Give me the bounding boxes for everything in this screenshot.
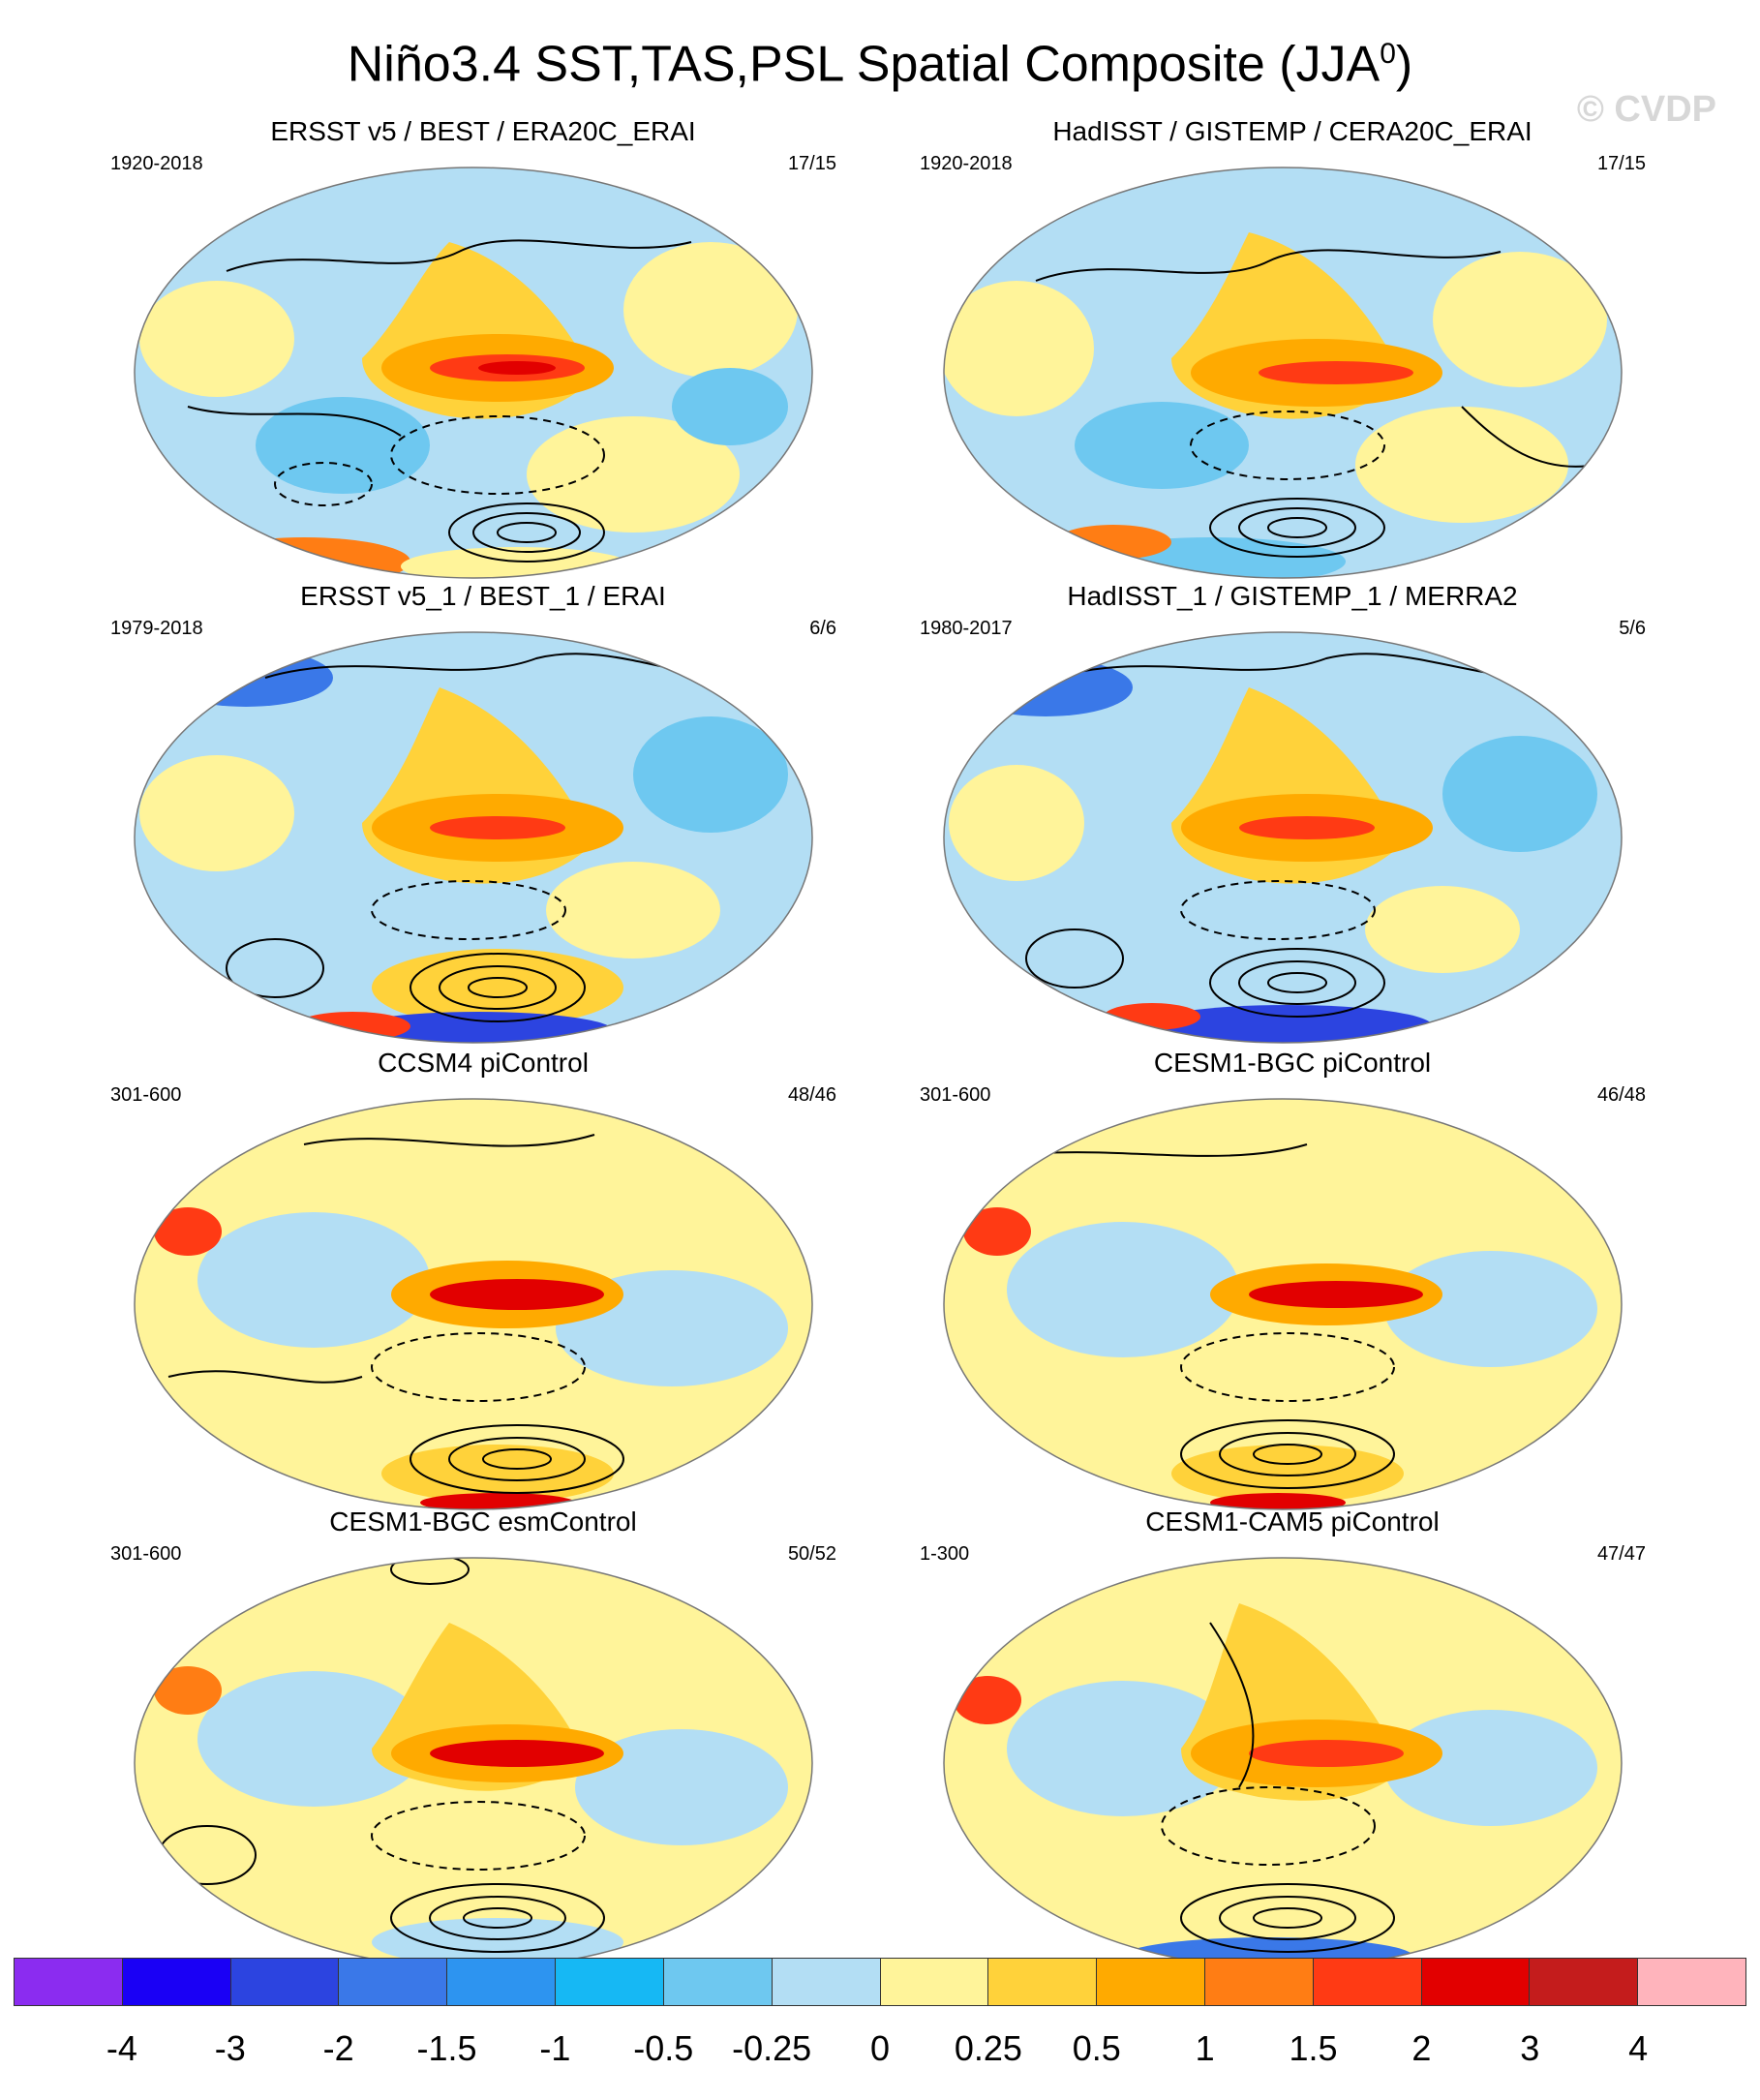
colorbar-tick-label: 0 xyxy=(869,2028,891,2068)
colorbar-swatch xyxy=(1313,1959,1422,2005)
colorbar xyxy=(14,1958,1746,2006)
globe-map xyxy=(134,167,813,579)
colorbar-tick-label: -0.25 xyxy=(732,2028,812,2068)
panel-count: 5/6 xyxy=(1619,618,1646,639)
colorbar-swatch xyxy=(1638,1959,1745,2005)
map-panel: CCSM4 piControl 301-600 48/46 xyxy=(110,1048,856,1512)
colorbar-swatch xyxy=(122,1959,231,2005)
colorbar-swatch xyxy=(556,1959,664,2005)
colorbar-swatch xyxy=(339,1959,448,2005)
temperature-anomaly-field xyxy=(154,1623,788,1966)
colorbar-swatch xyxy=(663,1959,773,2005)
pressure-contours xyxy=(187,239,692,563)
colorbar-tick-label: -4 xyxy=(106,2028,137,2068)
title-superscript: 0 xyxy=(1380,38,1396,70)
globe-map xyxy=(134,631,813,1044)
panel-title: CESM1-BGC esmControl xyxy=(329,1507,637,1537)
map-panel: ERSST v5 / BEST / ERA20C_ERAI 1920-2018 … xyxy=(110,116,856,581)
map-panel: HadISST / GISTEMP / CERA20C_ERAI 1920-20… xyxy=(920,116,1665,581)
panel-period: 1920-2018 xyxy=(920,153,1013,174)
panel-title: CESM1-BGC piControl xyxy=(1153,1048,1432,1078)
panel-title: HadISST / GISTEMP / CERA20C_ERAI xyxy=(1052,116,1532,146)
panel-count: 6/6 xyxy=(809,618,836,639)
panel-period: 301-600 xyxy=(920,1084,991,1106)
colorbar-swatch xyxy=(1530,1959,1639,2005)
panel-period: 301-600 xyxy=(110,1084,182,1106)
panel-period: 1920-2018 xyxy=(110,153,203,174)
colorbar-tick-label: 4 xyxy=(1628,2028,1649,2068)
colorbar-swatch xyxy=(15,1959,123,2005)
panel-title: HadISST_1 / GISTEMP_1 / MERRA2 xyxy=(1067,581,1518,611)
map-panel: HadISST_1 / GISTEMP_1 / MERRA2 1980-2017… xyxy=(920,581,1665,1046)
panel-period: 1-300 xyxy=(920,1543,970,1565)
colorbar-tick-label: 0.5 xyxy=(1072,2028,1121,2068)
globe-map xyxy=(134,1098,813,1510)
panel-count: 50/52 xyxy=(787,1543,836,1565)
panel-title: CESM1-CAM5 piControl xyxy=(1145,1507,1440,1537)
colorbar-swatch xyxy=(880,1959,989,2005)
colorbar-tick-label: -1.5 xyxy=(416,2028,477,2068)
map-panel: CESM1-CAM5 piControl 1-300 47/47 xyxy=(920,1507,1665,1971)
panel-period: 1979-2018 xyxy=(110,618,203,639)
title-suffix: ) xyxy=(1395,36,1413,93)
pressure-contours xyxy=(1161,1622,1395,1953)
colorbar-tick-label: 3 xyxy=(1520,2028,1540,2068)
panel-period: 301-600 xyxy=(110,1543,182,1565)
pressure-contours xyxy=(1035,249,1598,558)
panel-title: ERSST v5_1 / BEST_1 / ERAI xyxy=(300,581,666,611)
temperature-anomaly-field xyxy=(154,1207,788,1509)
globe-map xyxy=(943,631,1623,1044)
panel-count: 47/47 xyxy=(1596,1543,1646,1565)
colorbar-swatch xyxy=(1204,1959,1314,2005)
panel-count: 46/48 xyxy=(1596,1084,1646,1106)
panel-count: 17/15 xyxy=(787,153,836,174)
globe-map xyxy=(943,167,1623,579)
panel-count: 17/15 xyxy=(1596,153,1646,174)
cvdp-watermark: © CVDP xyxy=(1576,89,1716,130)
globe-map xyxy=(943,1557,1623,1969)
globe-map xyxy=(134,1557,813,1969)
colorbar-swatch xyxy=(1421,1959,1531,2005)
panel-title: ERSST v5 / BEST / ERA20C_ERAI xyxy=(270,116,696,146)
map-panel: CESM1-BGC piControl 301-600 46/48 xyxy=(920,1048,1665,1512)
colorbar-swatch xyxy=(988,1959,1098,2005)
colorbar-swatch xyxy=(447,1959,557,2005)
title-text: Niño3.4 SST,TAS,PSL Spatial Composite (J… xyxy=(347,36,1381,93)
panel-period: 1980-2017 xyxy=(920,618,1013,639)
globe-map xyxy=(943,1098,1623,1510)
map-panel: ERSST v5_1 / BEST_1 / ERAI 1979-2018 6/6 xyxy=(110,581,856,1046)
colorbar-tick-label: 1 xyxy=(1195,2028,1215,2068)
colorbar-tick-label: -3 xyxy=(214,2028,246,2068)
panel-count: 48/46 xyxy=(787,1084,836,1106)
colorbar-tick-label: -1 xyxy=(539,2028,571,2068)
colorbar-tick-label: 2 xyxy=(1411,2028,1432,2068)
colorbar-tick-label: -0.5 xyxy=(633,2028,694,2068)
figure-title: Niño3.4 SST,TAS,PSL Spatial Composite (J… xyxy=(0,25,1760,93)
pressure-contours xyxy=(167,1134,624,1494)
panel-title: CCSM4 piControl xyxy=(378,1048,589,1078)
colorbar-tick-label: 0.25 xyxy=(954,2028,1022,2068)
map-panel: CESM1-BGC esmControl 301-600 50/52 xyxy=(110,1507,856,1971)
temperature-anomaly-field xyxy=(963,1207,1597,1509)
temperature-anomaly-field xyxy=(944,232,1607,578)
colorbar-swatch xyxy=(1097,1959,1205,2005)
colorbar-tick-label: 1.5 xyxy=(1289,2028,1338,2068)
colorbar-swatch xyxy=(772,1959,881,2005)
temperature-anomaly-field xyxy=(949,658,1597,1043)
colorbar-swatch xyxy=(230,1959,340,2005)
colorbar-tick-label: -2 xyxy=(322,2028,354,2068)
